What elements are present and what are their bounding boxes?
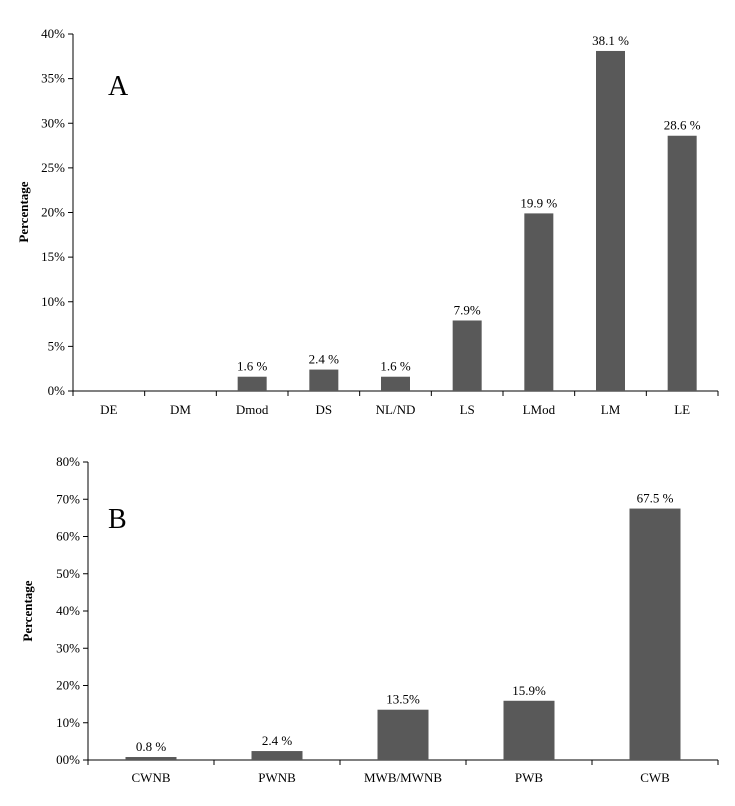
y-tick-label: 50% [56, 566, 80, 581]
data-label: 38.1 % [592, 33, 629, 48]
x-category-label: LMod [523, 402, 556, 417]
y-axis-title: Percentage [20, 580, 35, 641]
data-label: 19.9 % [520, 195, 557, 210]
bar-pwnb [251, 751, 303, 760]
y-tick-label: 00% [56, 752, 80, 767]
data-label: 13.5% [386, 692, 420, 707]
y-tick-label: 10% [56, 715, 80, 730]
x-category-label: PWB [515, 770, 544, 785]
x-category-label: PWNB [258, 770, 296, 785]
x-category-label: DS [316, 402, 333, 417]
data-label: 0.8 % [136, 739, 167, 754]
panel-label: A [108, 71, 129, 102]
x-category-label: DE [100, 402, 117, 417]
y-tick-label: 15% [41, 249, 65, 264]
y-tick-label: 60% [56, 529, 80, 544]
bar-cwnb [125, 757, 177, 760]
y-tick-label: 80% [56, 454, 80, 469]
data-label: 28.6 % [664, 118, 701, 133]
y-tick-label: 30% [41, 115, 65, 130]
y-tick-label: 5% [48, 338, 66, 353]
y-tick-label: 20% [41, 205, 65, 220]
x-category-label: LM [601, 402, 621, 417]
y-tick-label: 40% [41, 26, 65, 41]
x-category-label: LS [460, 402, 475, 417]
bar-mwb-mwnb [377, 709, 429, 760]
bar-le [667, 135, 697, 391]
y-tick-label: 10% [41, 294, 65, 309]
x-category-label: Dmod [236, 402, 269, 417]
data-label: 1.6 % [380, 359, 411, 374]
bar-cwb [629, 508, 681, 760]
y-tick-label: 20% [56, 678, 80, 693]
data-label: 15.9% [512, 683, 546, 698]
y-tick-label: 25% [41, 160, 65, 175]
y-tick-label: 40% [56, 603, 80, 618]
bar-ds [309, 369, 339, 391]
x-category-label: NL/ND [376, 402, 416, 417]
bar-dmod [237, 376, 267, 391]
x-category-label: MWB/MWNB [364, 770, 442, 785]
data-label: 7.9% [454, 302, 481, 317]
bar-lmod [524, 213, 554, 391]
y-axis-title: Percentage [16, 181, 31, 242]
y-tick-label: 35% [41, 71, 65, 86]
bar-ls [452, 320, 482, 391]
x-category-label: LE [674, 402, 690, 417]
y-tick-label: 0% [48, 383, 66, 398]
data-label: 1.6 % [237, 359, 268, 374]
panel-label: B [108, 504, 127, 535]
bar-nl-nd [381, 376, 410, 391]
data-label: 2.4 % [309, 352, 340, 367]
bar-lm [596, 50, 625, 392]
y-tick-label: 30% [56, 640, 80, 655]
x-category-label: DM [170, 402, 191, 417]
x-category-label: CWB [640, 770, 670, 785]
data-label: 2.4 % [262, 733, 293, 748]
bar-pwb [503, 700, 555, 760]
y-tick-label: 70% [56, 491, 80, 506]
data-label: 67.5 % [637, 491, 674, 506]
x-category-label: CWNB [132, 770, 171, 785]
